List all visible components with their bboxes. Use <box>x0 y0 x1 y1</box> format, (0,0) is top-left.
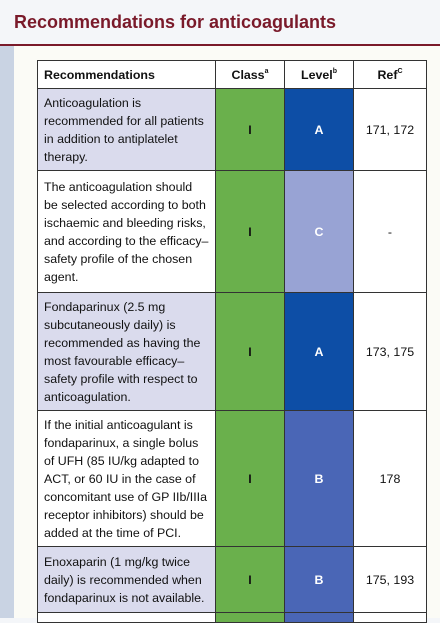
header-footnote: b <box>332 67 337 75</box>
header-row: Recommendations Classa Levelb RefC <box>37 60 427 89</box>
ref-cell: 171, 172 <box>353 88 427 171</box>
class-cell: I <box>215 410 285 547</box>
table-row: The anticoagulation should be selected a… <box>37 170 427 293</box>
header-footnote: a <box>264 67 269 75</box>
level-cell: A <box>284 88 354 171</box>
table-row: Fondaparinux (2.5 mg subcutaneously dail… <box>37 292 427 411</box>
header-text: Recommendations <box>44 67 155 82</box>
header-text: Level <box>301 67 333 82</box>
class-cell: I <box>215 88 285 171</box>
level-cell: C <box>284 170 354 293</box>
table-row: Anticoagulation is recommended for all p… <box>37 88 427 171</box>
header-text: Ref <box>377 67 398 82</box>
recommendation-text: If the initial anticoagulant is fondapar… <box>37 410 216 547</box>
recommendation-text: Enoxaparin (1 mg/kg twice daily) is reco… <box>37 546 216 613</box>
column-header: RefC <box>353 60 427 89</box>
column-header: Recommendations <box>37 60 216 89</box>
level-cell: B <box>284 546 354 613</box>
level-cell: A <box>284 292 354 411</box>
ref-cell: 175, 193 <box>353 546 427 613</box>
recommendation-text: Fondaparinux (2.5 mg subcutaneously dail… <box>37 292 216 411</box>
table-body: Anticoagulation is recommended for all p… <box>37 88 427 623</box>
side-stripe <box>0 46 14 618</box>
level-cell: B <box>284 410 354 547</box>
class-cell: I <box>215 546 285 613</box>
table-row: Enoxaparin (1 mg/kg twice daily) is reco… <box>37 546 427 613</box>
class-cell: I <box>215 170 285 293</box>
title: Recommendations for anticoagulants <box>14 12 337 32</box>
recommendations-table: Recommendations Classa Levelb RefC Anticoag… <box>37 60 427 623</box>
recommendation-text: Anticoagulation is recommended for all p… <box>37 88 216 171</box>
column-header: Classa <box>215 60 285 89</box>
ref-cell: 178 <box>353 410 427 547</box>
column-header: Levelb <box>284 60 354 89</box>
class-cell: I <box>215 292 285 411</box>
title-rule <box>0 44 440 46</box>
header-text: Class <box>231 67 265 82</box>
recommendation-text: The anticoagulation should be selected a… <box>37 170 216 293</box>
header-footnote: C <box>397 67 403 75</box>
table-row: If the initial anticoagulant is fondapar… <box>37 410 427 547</box>
ref-cell: - <box>353 170 427 293</box>
ref-cell: 173, 175 <box>353 292 427 411</box>
